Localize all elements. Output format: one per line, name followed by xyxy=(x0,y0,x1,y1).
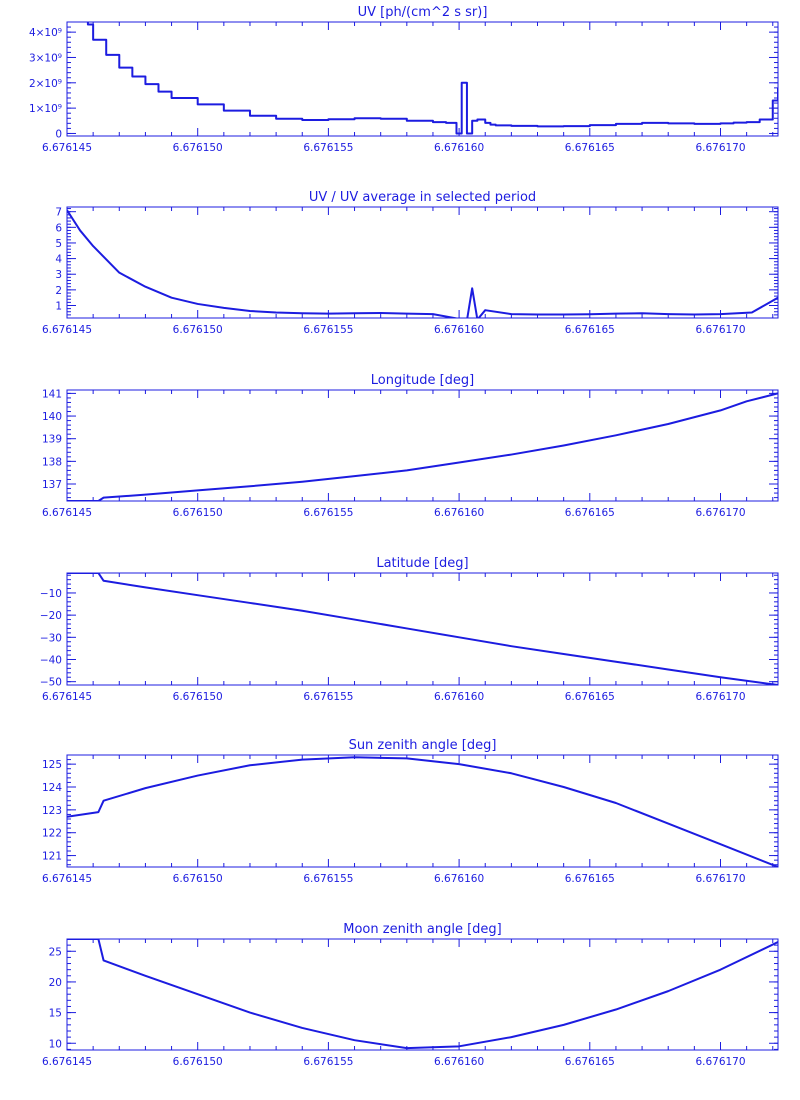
y-tick-label: 15 xyxy=(49,1008,62,1020)
y-tick-label: 3 xyxy=(55,269,62,281)
x-tick-label: 6.676145 xyxy=(42,873,92,885)
y-tick-label: 137 xyxy=(42,479,62,491)
x-tick-label: 6.676150 xyxy=(173,507,223,519)
x-tick-label: 6.676155 xyxy=(303,142,353,154)
x-tick-label: 6.676145 xyxy=(42,507,92,519)
y-tick-label: 25 xyxy=(49,946,62,958)
x-tick-label: 6.676170 xyxy=(695,142,745,154)
plot-frame xyxy=(66,389,779,502)
series-line xyxy=(67,939,778,1050)
y-tick-label: 123 xyxy=(42,805,62,817)
chart-title: Moon zenith angle [deg] xyxy=(343,922,501,937)
chart-panel-6: Moon zenith angle [deg] 6.676145 6.676150 6… xyxy=(42,922,779,1068)
x-tick-label: 6.676160 xyxy=(434,873,484,885)
x-tick-label: 6.676150 xyxy=(173,873,223,885)
x-tick-label: 6.676145 xyxy=(42,691,92,703)
x-tick-label: 6.676165 xyxy=(565,1056,615,1068)
chart-panel-4: Latitude [deg] 6.676145 6.676150 6.676155 6.… xyxy=(40,556,779,703)
y-tick-label: 10 xyxy=(49,1038,62,1050)
y-tick-label: −20 xyxy=(40,610,62,622)
x-tick-label: 6.676170 xyxy=(695,324,745,336)
y-tick-label: 139 xyxy=(42,434,62,446)
chart-panel-5: Sun zenith angle [deg] 6.676145 6.676150 6.… xyxy=(42,738,779,885)
y-tick-label: 6 xyxy=(55,222,62,234)
y-tick-label: 4×10⁹ xyxy=(29,27,62,39)
series-line xyxy=(67,392,778,501)
y-tick-label: 5 xyxy=(55,238,62,250)
series-line xyxy=(67,209,778,318)
y-tick-label: 1 xyxy=(55,300,62,312)
x-tick-label: 6.676150 xyxy=(173,1056,223,1068)
y-tick-label: 138 xyxy=(42,456,62,468)
chart-title: Sun zenith angle [deg] xyxy=(349,738,497,753)
x-tick-label: 6.676160 xyxy=(434,324,484,336)
x-tick-label: 6.676145 xyxy=(42,1056,92,1068)
y-tick-label: 4 xyxy=(55,254,62,266)
plot-frame xyxy=(66,938,779,1051)
series-line xyxy=(86,22,778,135)
x-tick-label: 6.676165 xyxy=(565,507,615,519)
x-tick-label: 6.676165 xyxy=(565,324,615,336)
x-tick-label: 6.676150 xyxy=(173,324,223,336)
x-tick-label: 6.676160 xyxy=(434,142,484,154)
plot-frame xyxy=(66,572,779,686)
series-line xyxy=(67,756,778,867)
x-tick-label: 6.676170 xyxy=(695,507,745,519)
chart-panel-3: Longitude [deg] 6.676145 6.676150 6.676155 6… xyxy=(42,373,779,519)
chart-panel-2: UV / UV average in selected period 6.6761… xyxy=(42,190,779,336)
y-tick-label: 7 xyxy=(55,207,62,219)
x-tick-label: 6.676165 xyxy=(565,873,615,885)
y-tick-label: 140 xyxy=(42,411,62,423)
x-tick-label: 6.676165 xyxy=(565,691,615,703)
x-tick-label: 6.676160 xyxy=(434,691,484,703)
x-tick-label: 6.676155 xyxy=(303,1056,353,1068)
y-tick-label: 20 xyxy=(49,977,62,989)
x-tick-label: 6.676145 xyxy=(42,324,92,336)
y-tick-label: 141 xyxy=(42,388,62,400)
x-tick-label: 6.676160 xyxy=(434,507,484,519)
plot-frame xyxy=(66,21,779,137)
x-tick-label: 6.676170 xyxy=(695,1056,745,1068)
x-tick-label: 6.676145 xyxy=(42,142,92,154)
x-tick-label: 6.676160 xyxy=(434,1056,484,1068)
x-tick-label: 6.676155 xyxy=(303,873,353,885)
y-tick-label: −30 xyxy=(40,632,62,644)
y-tick-label: 3×10⁹ xyxy=(29,52,62,64)
x-tick-label: 6.676165 xyxy=(565,142,615,154)
series-line xyxy=(67,573,778,685)
chart-title: UV [ph/(cm^2 s sr)] xyxy=(358,5,488,20)
chart-panel-1: UV [ph/(cm^2 s sr)] 6.676145 6.676150 6.676… xyxy=(29,5,779,154)
y-tick-label: 122 xyxy=(42,828,62,840)
x-tick-label: 6.676150 xyxy=(173,691,223,703)
y-tick-label: −50 xyxy=(40,677,62,689)
y-tick-label: 121 xyxy=(42,851,62,863)
x-tick-label: 6.676170 xyxy=(695,691,745,703)
plot-frame xyxy=(66,754,779,868)
y-tick-label: 2 xyxy=(55,285,62,297)
y-tick-label: −40 xyxy=(40,654,62,666)
y-tick-label: −10 xyxy=(40,588,62,600)
y-tick-label: 2×10⁹ xyxy=(29,78,62,90)
x-tick-label: 6.676155 xyxy=(303,691,353,703)
y-tick-label: 0 xyxy=(55,128,62,140)
x-tick-label: 6.676150 xyxy=(173,142,223,154)
y-tick-label: 125 xyxy=(42,759,62,771)
y-tick-label: 1×10⁹ xyxy=(29,103,62,115)
plot-frame xyxy=(66,206,779,319)
x-tick-label: 6.676155 xyxy=(303,507,353,519)
chart-title: UV / UV average in selected period xyxy=(309,190,536,205)
chart-title: Longitude [deg] xyxy=(371,373,474,388)
x-tick-label: 6.676155 xyxy=(303,324,353,336)
chart-title: Latitude [deg] xyxy=(376,556,468,571)
y-tick-label: 124 xyxy=(42,782,62,794)
x-tick-label: 6.676170 xyxy=(695,873,745,885)
